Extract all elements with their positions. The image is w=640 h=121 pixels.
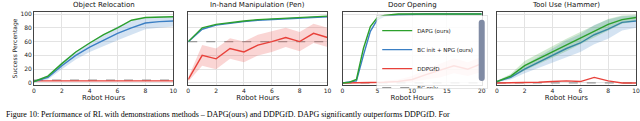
- svg-text:In-hand Manipulation (Pen): In-hand Manipulation (Pen): [210, 1, 305, 9]
- svg-text:Door Opening: Door Opening: [388, 1, 437, 9]
- svg-text:Robot Hours: Robot Hours: [236, 94, 279, 102]
- svg-text:6: 6: [116, 87, 120, 94]
- svg-text:0: 0: [32, 87, 36, 94]
- svg-text:DDPGfD: DDPGfD: [417, 66, 439, 72]
- svg-text:80: 80: [24, 24, 32, 31]
- svg-text:Tool Use (Hammer): Tool Use (Hammer): [532, 1, 600, 9]
- svg-text:2: 2: [523, 87, 527, 94]
- svg-text:5: 5: [375, 87, 380, 95]
- svg-text:Object Relocation: Object Relocation: [73, 1, 135, 9]
- svg-text:100: 100: [20, 10, 32, 17]
- svg-text:4: 4: [88, 87, 92, 94]
- svg-text:4: 4: [242, 87, 246, 94]
- svg-text:0: 0: [186, 87, 190, 94]
- svg-text:2: 2: [214, 87, 218, 94]
- svg-text:40: 40: [24, 51, 32, 58]
- svg-text:6: 6: [270, 87, 274, 94]
- svg-text:60: 60: [24, 38, 32, 45]
- svg-text:20: 20: [477, 87, 486, 95]
- svg-text:8: 8: [298, 87, 302, 94]
- svg-text:15: 15: [443, 87, 451, 95]
- svg-text:Robot Hours: Robot Hours: [82, 94, 125, 102]
- svg-text:0: 0: [495, 87, 499, 94]
- svg-text:Success Percentage: Success Percentage: [11, 18, 19, 78]
- svg-text:0: 0: [341, 87, 345, 94]
- svg-text:10: 10: [632, 87, 640, 94]
- svg-text:10: 10: [408, 87, 416, 95]
- svg-text:Robot Hours: Robot Hours: [391, 94, 434, 102]
- svg-text:8: 8: [143, 87, 147, 94]
- svg-text:6: 6: [578, 87, 582, 94]
- svg-text:8: 8: [606, 87, 610, 94]
- svg-text:BC init + NPG (ours): BC init + NPG (ours): [417, 47, 473, 53]
- svg-text:20: 20: [24, 65, 32, 72]
- svg-text:0: 0: [28, 79, 32, 86]
- svg-text:Figure 10: Performance of RL w: Figure 10: Performance of RL with demons…: [6, 110, 450, 119]
- svg-text:BC only: BC only: [417, 85, 439, 88]
- svg-text:DAPG (ours): DAPG (ours): [417, 28, 451, 34]
- svg-text:10: 10: [169, 87, 177, 94]
- svg-text:Robot Hours: Robot Hours: [545, 94, 588, 102]
- svg-text:4: 4: [551, 87, 555, 94]
- svg-text:2: 2: [60, 87, 64, 94]
- svg-text:10: 10: [324, 87, 332, 94]
